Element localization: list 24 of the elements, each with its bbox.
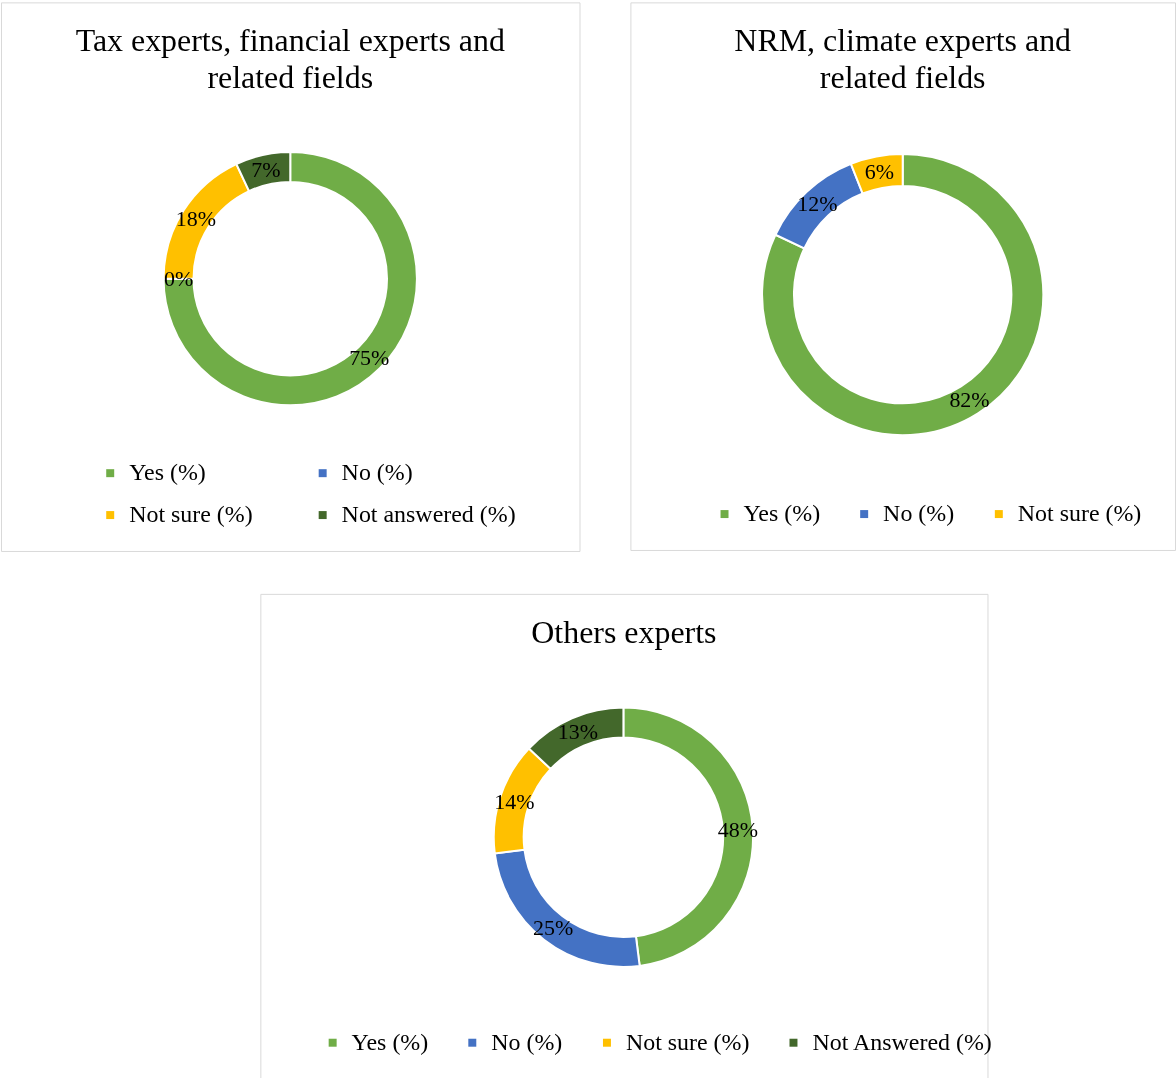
donut-slice (162, 150, 418, 407)
legend-label: No (%) (883, 500, 955, 527)
data-label: 6% (864, 159, 894, 185)
text: 0% (163, 265, 194, 291)
legend-label: Yes (%) (129, 459, 206, 486)
data-label: 75% (349, 344, 390, 370)
legend-label: No (%) (341, 459, 413, 486)
donut-slice (761, 152, 1045, 437)
legend-label: No (%) (491, 1028, 563, 1055)
legend-label: Yes (%) (743, 500, 821, 527)
data-label: 25% (533, 914, 574, 940)
data-label: 82% (949, 386, 990, 412)
legend-label: Yes (%) (351, 1028, 429, 1055)
legend-label: Not sure (%) (129, 501, 253, 528)
legend-label: Not answered (%) (341, 501, 516, 528)
legend-label: Not Answered (%) (812, 1028, 992, 1055)
legend-label: Not sure (%) (1017, 500, 1142, 527)
chart-title: Tax experts, financial experts and related fields (75, 23, 505, 96)
chart-title: Others experts (531, 614, 717, 650)
data-label: 12% (797, 190, 838, 216)
data-label: 13% (557, 718, 598, 744)
data-label: 7% (251, 156, 281, 182)
legend-label: Not sure (%) (625, 1028, 750, 1055)
chart-title: NRM, climate experts and related fields (734, 23, 1072, 96)
